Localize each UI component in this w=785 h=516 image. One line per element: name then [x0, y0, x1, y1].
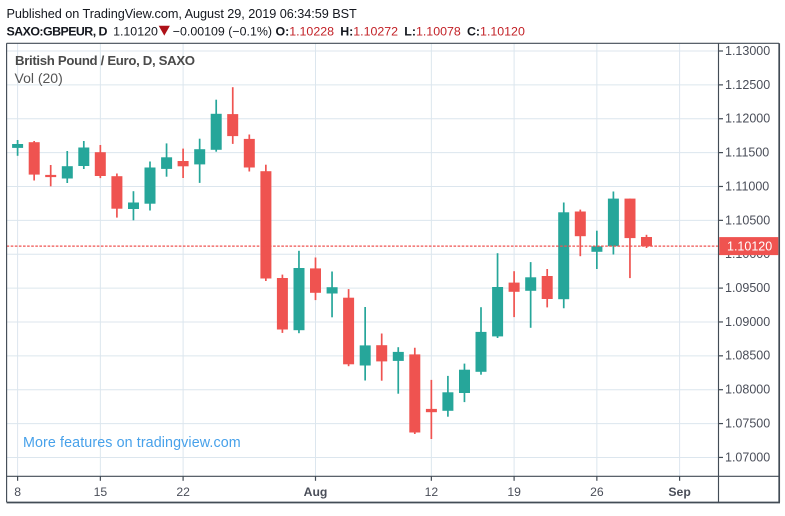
svg-text:1.12500: 1.12500 — [725, 78, 770, 92]
svg-text:1.07000: 1.07000 — [725, 450, 770, 464]
svg-text:−0.00109 (−0.1%) O:1.10228 H:1: −0.00109 (−0.1%) O:1.10228 H:1.10272 L:1… — [173, 25, 525, 39]
svg-text:1.13000: 1.13000 — [725, 44, 770, 58]
svg-text:Vol (20): Vol (20) — [15, 70, 63, 86]
svg-text:12: 12 — [425, 485, 439, 499]
svg-text:1.09000: 1.09000 — [725, 315, 770, 329]
svg-text:26: 26 — [590, 485, 604, 499]
svg-text:1.12000: 1.12000 — [725, 112, 770, 126]
svg-text:8: 8 — [14, 485, 21, 499]
svg-text:1.11500: 1.11500 — [725, 146, 769, 160]
svg-text:19: 19 — [507, 485, 521, 499]
svg-text:British Pound / Euro, D, SAXO: British Pound / Euro, D, SAXO — [15, 53, 195, 68]
svg-text:1.09500: 1.09500 — [725, 281, 770, 295]
svg-text:Sep: Sep — [668, 485, 690, 499]
svg-text:1.08500: 1.08500 — [725, 349, 770, 363]
svg-text:1.08000: 1.08000 — [725, 383, 770, 397]
svg-text:Aug: Aug — [304, 485, 328, 499]
svg-text:1.10500: 1.10500 — [725, 213, 770, 227]
svg-text:Published on TradingView.com,: Published on TradingView.com, August 29,… — [7, 7, 358, 21]
svg-text:1.07500: 1.07500 — [725, 416, 770, 430]
svg-text:22: 22 — [176, 485, 190, 499]
svg-text:More features on tradingview.c: More features on tradingview.com — [23, 435, 241, 451]
svg-text:15: 15 — [94, 485, 108, 499]
svg-text:SAXO:GBPEUR, D 1.10120: SAXO:GBPEUR, D 1.10120 — [7, 25, 158, 39]
svg-text:1.10120: 1.10120 — [727, 240, 772, 254]
svg-text:1.11000: 1.11000 — [725, 179, 769, 193]
